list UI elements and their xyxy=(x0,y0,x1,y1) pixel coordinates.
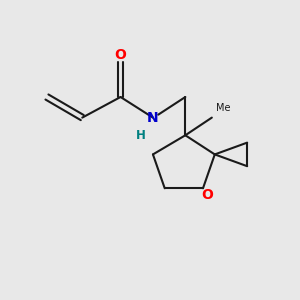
Text: N: N xyxy=(147,111,159,124)
Text: O: O xyxy=(115,48,127,62)
Text: O: O xyxy=(202,188,213,202)
Text: H: H xyxy=(136,129,146,142)
Text: Me: Me xyxy=(216,103,231,113)
